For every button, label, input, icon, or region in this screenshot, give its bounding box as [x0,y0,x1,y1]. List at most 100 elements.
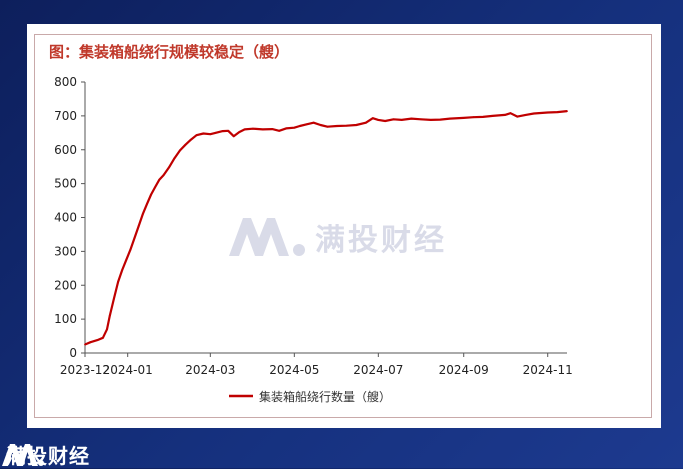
x-tick-label: 2024-07 [353,363,403,377]
data-point [179,149,181,152]
data-point [202,132,205,135]
x-tick-label: 2024-09 [439,363,489,377]
data-point [117,281,119,283]
data-point [504,114,506,116]
data-point [190,138,192,141]
y-tick-label: 600 [54,143,77,157]
line-chart: 满投财经 01002003004005006007008002023-12202… [54,75,573,404]
x-tick-label: 2024-03 [185,363,235,377]
data-point [125,258,128,261]
data-point [400,119,403,121]
data-point [377,119,380,121]
data-point [121,269,124,271]
data-point [410,117,413,120]
data-point [214,131,217,134]
data-point [106,328,108,331]
data-point [462,117,465,119]
data-point [566,110,568,112]
footer-brand: 满投财经 [0,440,90,468]
data-point [345,124,348,127]
data-point [371,117,374,120]
data-point [221,130,224,132]
data-point [285,127,287,130]
data-point [141,213,144,216]
y-tick-label: 200 [54,278,77,292]
y-tick-label: 100 [54,312,77,326]
data-point [319,124,322,126]
data-point [365,121,367,124]
data-point [524,114,527,116]
y-tick-label: 500 [54,177,77,191]
data-point [516,115,519,118]
data-point [271,128,274,130]
data-point [84,343,86,346]
brand-logo-icon [2,444,44,466]
data-point [168,166,170,169]
data-point [278,129,281,132]
data-point [137,225,140,227]
data-point [472,116,475,119]
data-point [261,128,264,131]
data-point [113,297,115,300]
watermark: 满投财经 [229,218,447,258]
axes [81,81,567,357]
data-point [133,236,136,239]
data-point [146,203,148,205]
data-point [232,135,235,138]
y-tick-label: 0 [69,346,77,360]
data-point [96,339,99,341]
data-point [150,193,152,196]
data-point [195,134,198,137]
data-point [102,336,104,339]
data-point [162,174,165,177]
chart-title: 图：集装箱船绕行规模较稳定（艘） [49,43,290,61]
data-point [305,123,308,126]
data-point [293,126,296,129]
data-point [429,119,432,121]
y-tick-label: 300 [54,244,77,258]
data-point [184,143,187,146]
series-line [84,110,568,346]
data-point [546,111,549,114]
data-point [89,341,92,344]
data-point [252,127,254,130]
data-point [509,112,512,115]
data-point [154,186,157,188]
x-tick-label: 2023-12 [60,363,110,377]
data-point [129,248,132,251]
y-tick-label: 700 [54,109,77,123]
data-point [482,116,484,118]
data-point [227,129,230,132]
data-point [420,118,422,121]
data-point [209,133,212,136]
series-layer [84,110,568,346]
y-tick-label: 800 [54,75,77,89]
data-point [392,118,395,121]
data-point [439,118,442,121]
data-point [238,131,241,133]
data-point [173,157,176,160]
data-point [336,125,338,127]
y-tick-label: 400 [54,211,77,225]
watermark-text: 满投财经 [315,223,447,258]
data-point [298,125,301,127]
chart-card: 图：集装箱船绕行规模较稳定（艘） 满投财经 0 100 200 300 400 500 60… [27,24,661,428]
data-point [449,117,451,120]
data-point [384,120,387,122]
data-point [108,314,111,317]
chart-frame: 图：集装箱船绕行规模较稳定（艘） [34,34,652,418]
data-point [326,125,329,128]
legend-label: 集装箱船绕行数量（艘） [259,389,391,404]
legend: 集装箱船绕行数量（艘） [229,389,391,404]
data-point [491,115,494,117]
x-tick-label: 2024-01 [103,363,153,377]
watermark-logo-icon [229,218,305,256]
x-tick-label: 2024-11 [523,363,573,377]
data-point [312,121,315,124]
data-point [355,124,358,126]
data-point [533,112,535,115]
data-point [243,128,246,131]
data-point [158,178,161,181]
x-tick-label: 2024-05 [269,363,319,377]
